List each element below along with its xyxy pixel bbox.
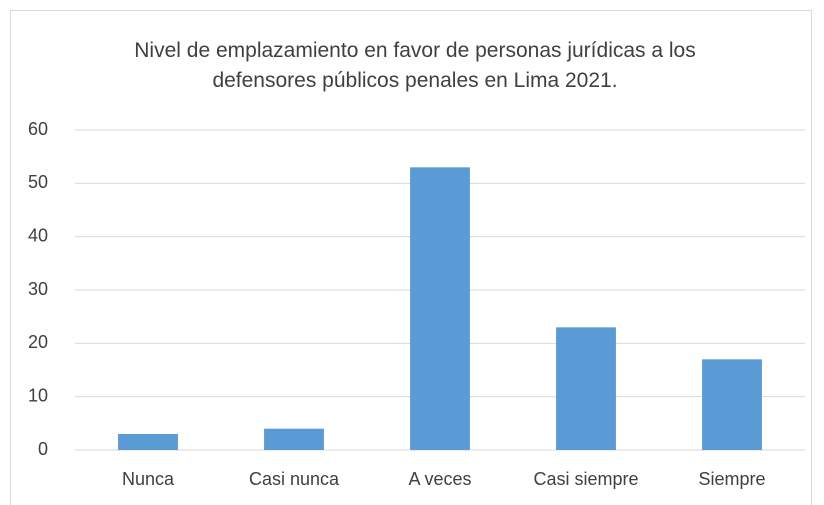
y-tick-label: 50 — [28, 172, 48, 192]
y-tick-label: 20 — [28, 332, 48, 352]
chart-title: Nivel de emplazamiento en favor de perso… — [134, 39, 696, 92]
chart-border — [10, 10, 812, 505]
bar — [410, 167, 470, 451]
bar — [702, 359, 762, 450]
x-tick-label: Nunca — [122, 469, 175, 489]
y-tick-label: 0 — [38, 439, 48, 459]
x-tick-label: Casi nunca — [249, 469, 340, 489]
x-tick-label: Casi siempre — [533, 469, 638, 489]
y-tick-label: 30 — [28, 279, 48, 299]
x-tick-label: Siempre — [698, 469, 765, 489]
y-tick-label: 40 — [28, 225, 48, 245]
bar — [118, 434, 178, 450]
y-tick-label: 60 — [28, 119, 48, 139]
y-tick-label: 10 — [28, 385, 48, 405]
bar — [264, 428, 324, 450]
x-tick-label: A veces — [408, 469, 471, 489]
bar — [556, 327, 616, 450]
